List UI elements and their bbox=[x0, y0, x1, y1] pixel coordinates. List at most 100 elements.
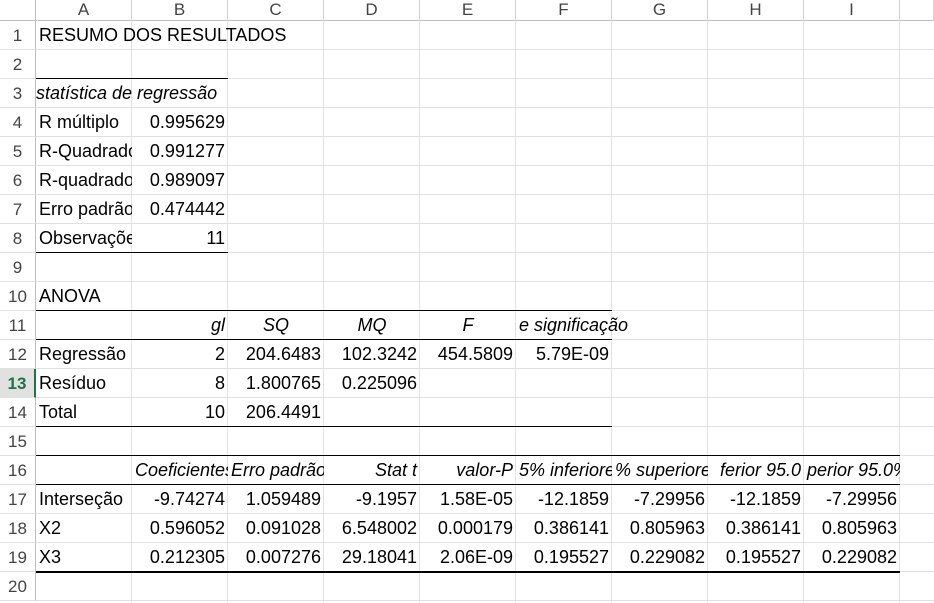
row-header-16[interactable]: 16 bbox=[0, 456, 36, 485]
column-header-c[interactable]: C bbox=[228, 0, 324, 21]
coefficient-value[interactable]: 0.229082 bbox=[629, 547, 705, 567]
anova-column-header[interactable]: gl bbox=[210, 315, 225, 335]
coefficient-value[interactable]: 0.195527 bbox=[533, 547, 609, 567]
row-header-6[interactable]: 6 bbox=[0, 166, 36, 195]
coefficient-value[interactable]: 0.000179 bbox=[437, 518, 513, 538]
anova-column-header[interactable]: F bbox=[462, 315, 474, 335]
anova-value[interactable] bbox=[516, 369, 612, 398]
anova-row-label[interactable]: Resíduo bbox=[39, 373, 107, 393]
anova-value[interactable] bbox=[324, 398, 420, 427]
row-header-14[interactable]: 14 bbox=[0, 398, 36, 427]
coefficient-value[interactable]: 29.18041 bbox=[341, 547, 417, 567]
coefficient-value[interactable]: 0.386141 bbox=[725, 518, 801, 538]
anova-value[interactable] bbox=[420, 398, 516, 427]
regression-stats-header[interactable]: statística de regressão bbox=[36, 83, 218, 103]
coefficient-value[interactable]: 1.58E-05 bbox=[439, 489, 513, 509]
anova-value[interactable]: 454.5809 bbox=[437, 344, 513, 364]
coefficients-column-header[interactable]: Coeficientes bbox=[135, 460, 228, 480]
coefficient-value[interactable]: 0.805963 bbox=[629, 518, 705, 538]
coefficient-value[interactable]: -9.1957 bbox=[355, 489, 417, 509]
column-header-j[interactable] bbox=[900, 0, 934, 21]
coefficient-value[interactable]: -7.29956 bbox=[825, 489, 897, 509]
anova-value[interactable]: 8 bbox=[214, 373, 225, 393]
row-header-4[interactable]: 4 bbox=[0, 108, 36, 137]
coefficient-value[interactable]: 1.059489 bbox=[245, 489, 321, 509]
row-header-7[interactable]: 7 bbox=[0, 195, 36, 224]
coefficient-value[interactable]: 0.007276 bbox=[245, 547, 321, 567]
row-header-1[interactable]: 1 bbox=[0, 21, 36, 50]
coefficient-row-label[interactable]: X2 bbox=[39, 518, 62, 538]
row-header-17[interactable]: 17 bbox=[0, 485, 36, 514]
row-header-12[interactable]: 12 bbox=[0, 340, 36, 369]
coefficients-column-header[interactable]: Erro padrão bbox=[231, 460, 324, 480]
column-header-g[interactable]: G bbox=[612, 0, 708, 21]
coefficient-value[interactable]: -7.29956 bbox=[633, 489, 705, 509]
coefficients-column-header[interactable]: 5% inferiores bbox=[519, 460, 612, 480]
row-header-2[interactable]: 2 bbox=[0, 50, 36, 79]
row-header-11[interactable]: 11 bbox=[0, 311, 36, 340]
row-header-3[interactable]: 3 bbox=[0, 79, 36, 108]
anova-label[interactable]: ANOVA bbox=[39, 286, 101, 306]
coefficients-column-header[interactable]: ferior 95.0 bbox=[719, 460, 801, 480]
coefficients-column-header[interactable]: valor-P bbox=[456, 460, 513, 480]
coefficient-value[interactable]: -9.74274 bbox=[153, 489, 225, 509]
summary-title[interactable]: RESUMO DOS RESULTADOS bbox=[39, 25, 287, 45]
anova-value[interactable]: 5.79E-09 bbox=[535, 344, 609, 364]
coefficient-value[interactable]: -12.1859 bbox=[729, 489, 801, 509]
column-header-e[interactable]: E bbox=[420, 0, 516, 21]
anova-value[interactable] bbox=[420, 369, 516, 398]
column-header-h[interactable]: H bbox=[708, 0, 804, 21]
regression-stat-label[interactable]: R-quadrado bbox=[39, 170, 132, 190]
column-header-d[interactable]: D bbox=[324, 0, 420, 21]
regression-stat-label[interactable]: Erro padrão bbox=[39, 199, 132, 219]
regression-stat-value[interactable]: 0.474442 bbox=[149, 199, 225, 219]
anova-column-header[interactable]: e significação bbox=[519, 315, 629, 335]
column-header-i[interactable]: I bbox=[804, 0, 900, 21]
coefficient-value[interactable]: 0.091028 bbox=[245, 518, 321, 538]
row-header-19[interactable]: 19 bbox=[0, 543, 36, 572]
coefficient-value[interactable]: -12.1859 bbox=[537, 489, 609, 509]
coefficient-row-label[interactable]: Interseção bbox=[39, 489, 124, 509]
column-header-a[interactable]: A bbox=[36, 0, 132, 21]
coefficient-value[interactable]: 0.386141 bbox=[533, 518, 609, 538]
coefficient-value[interactable]: 0.596052 bbox=[149, 518, 225, 538]
regression-stat-label[interactable]: R-Quadrado bbox=[39, 141, 132, 161]
coefficient-value[interactable]: 0.229082 bbox=[821, 547, 897, 567]
row-header-8[interactable]: 8 bbox=[0, 224, 36, 253]
coefficients-column-header[interactable]: % superiores bbox=[615, 460, 708, 480]
regression-stat-value[interactable]: 0.989097 bbox=[149, 170, 225, 190]
column-header-f[interactable]: F bbox=[516, 0, 612, 21]
regression-stat-label[interactable]: R múltiplo bbox=[39, 112, 120, 132]
coefficient-value[interactable]: 0.212305 bbox=[149, 547, 225, 567]
row-header-18[interactable]: 18 bbox=[0, 514, 36, 543]
anova-column-header[interactable]: MQ bbox=[357, 315, 387, 335]
coefficient-value[interactable]: 0.805963 bbox=[821, 518, 897, 538]
anova-value[interactable]: 10 bbox=[204, 402, 225, 422]
anova-value[interactable]: 206.4491 bbox=[245, 402, 321, 422]
anova-row-label[interactable]: Total bbox=[39, 402, 78, 422]
anova-value[interactable]: 0.225096 bbox=[341, 373, 417, 393]
coefficient-row-label[interactable]: X3 bbox=[39, 547, 62, 567]
regression-stat-value[interactable]: 0.995629 bbox=[149, 112, 225, 132]
coefficient-value[interactable]: 0.195527 bbox=[725, 547, 801, 567]
anova-value[interactable]: 102.3242 bbox=[341, 344, 417, 364]
coefficients-column-header[interactable]: Stat t bbox=[374, 460, 417, 480]
regression-stat-label[interactable]: Observações bbox=[39, 228, 132, 248]
row-header-5[interactable]: 5 bbox=[0, 137, 36, 166]
row-header-20[interactable]: 20 bbox=[0, 572, 36, 601]
row-header-15[interactable]: 15 bbox=[0, 427, 36, 456]
anova-value[interactable]: 2 bbox=[214, 344, 225, 364]
row-header-10[interactable]: 10 bbox=[0, 282, 36, 311]
column-header-b[interactable]: B bbox=[132, 0, 228, 21]
coefficients-column-header[interactable]: perior 95.0% bbox=[807, 460, 900, 480]
anova-row-label[interactable]: Regressão bbox=[39, 344, 127, 364]
regression-stat-value[interactable]: 0.991277 bbox=[149, 141, 225, 161]
anova-value[interactable]: 1.800765 bbox=[245, 373, 321, 393]
row-header-13[interactable]: 13 bbox=[0, 369, 36, 398]
anova-value[interactable]: 204.6483 bbox=[245, 344, 321, 364]
select-all-corner[interactable] bbox=[0, 0, 36, 21]
anova-value[interactable] bbox=[516, 398, 612, 427]
coefficient-value[interactable]: 6.548002 bbox=[341, 518, 417, 538]
regression-stat-value[interactable]: 11 bbox=[206, 228, 225, 248]
